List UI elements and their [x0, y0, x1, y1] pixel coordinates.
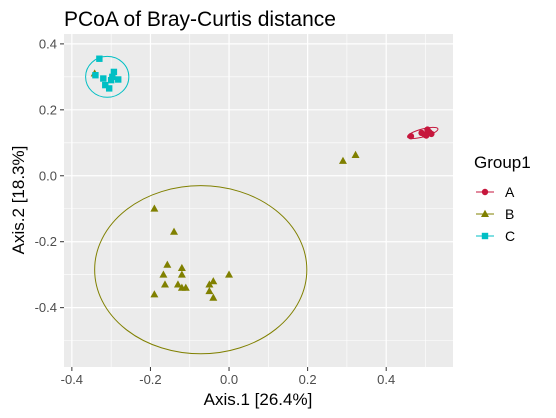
y-tick-label-4: -0.4	[35, 300, 57, 315]
point-C-8	[107, 76, 115, 84]
legend-item-C: C	[476, 228, 515, 244]
x-tick-label-1: -0.2	[139, 372, 161, 387]
legend-marker-B	[481, 209, 489, 217]
legend-label-C: C	[505, 228, 515, 244]
point-C-0	[96, 55, 103, 62]
legend-marker-C	[481, 232, 489, 240]
ellipse-C	[85, 55, 130, 98]
x-axis-label: Axis.1 [26.4%]	[204, 390, 313, 409]
point-B-15	[209, 293, 218, 301]
point-B-13	[209, 277, 218, 285]
point-B-12	[205, 280, 214, 288]
point-B-9	[177, 263, 186, 272]
y-tick-label-2: 0.0	[39, 168, 57, 183]
legend-title: Group1	[474, 153, 531, 172]
x-tick-label-0: -0.4	[61, 372, 83, 387]
legend-label-A: A	[505, 184, 515, 200]
chart-title: PCoA of Bray-Curtis distance	[64, 8, 336, 31]
legend: Group1 ABC	[474, 153, 531, 244]
x-tick-label-3: 0.2	[299, 372, 317, 387]
y-tick-label-0: 0.4	[39, 36, 57, 51]
y-axis-ticks: 0.4 0.2 0.0 -0.2 -0.4	[35, 36, 64, 315]
legend-item-B: B	[476, 206, 514, 222]
point-A-6	[423, 132, 430, 139]
x-axis-ticks: -0.4 -0.2 0.0 0.2 0.4	[61, 367, 395, 387]
data-points	[90, 55, 435, 301]
point-B-11	[181, 283, 190, 291]
point-B-2	[163, 260, 172, 268]
legend-item-A: A	[476, 184, 515, 200]
point-C-2	[100, 75, 107, 82]
point-B-17	[338, 156, 347, 164]
x-tick-label-4: 0.4	[377, 372, 395, 387]
point-B-16	[225, 270, 234, 278]
ellipse-B	[94, 185, 308, 355]
point-C-4	[102, 81, 109, 89]
point-C-3	[109, 73, 116, 81]
point-B-10	[150, 290, 159, 298]
point-C-7	[115, 76, 122, 83]
point-C-1	[92, 72, 99, 79]
legend-marker-A	[481, 188, 489, 196]
y-axis-label: Axis.2 [18.3%]	[9, 146, 28, 255]
plot-panel	[64, 34, 453, 367]
x-tick-label-2: 0.0	[220, 372, 238, 387]
point-B-4	[159, 270, 168, 278]
point-B-5	[160, 280, 169, 288]
legend-items: ABC	[476, 184, 515, 244]
point-B-6	[177, 270, 186, 278]
legend-label-B: B	[505, 206, 514, 222]
y-tick-label-3: -0.2	[35, 234, 57, 249]
point-C-5	[105, 85, 113, 92]
point-C-6	[110, 68, 118, 76]
point-B-1	[150, 204, 159, 212]
point-B-7	[173, 280, 182, 288]
y-tick-label-1: 0.2	[39, 102, 57, 117]
grid-major	[64, 34, 453, 367]
point-A-5	[428, 130, 435, 138]
point-B-3	[170, 227, 179, 235]
point-B-14	[205, 286, 214, 295]
point-A-0	[407, 133, 415, 140]
point-B-18	[351, 150, 360, 158]
